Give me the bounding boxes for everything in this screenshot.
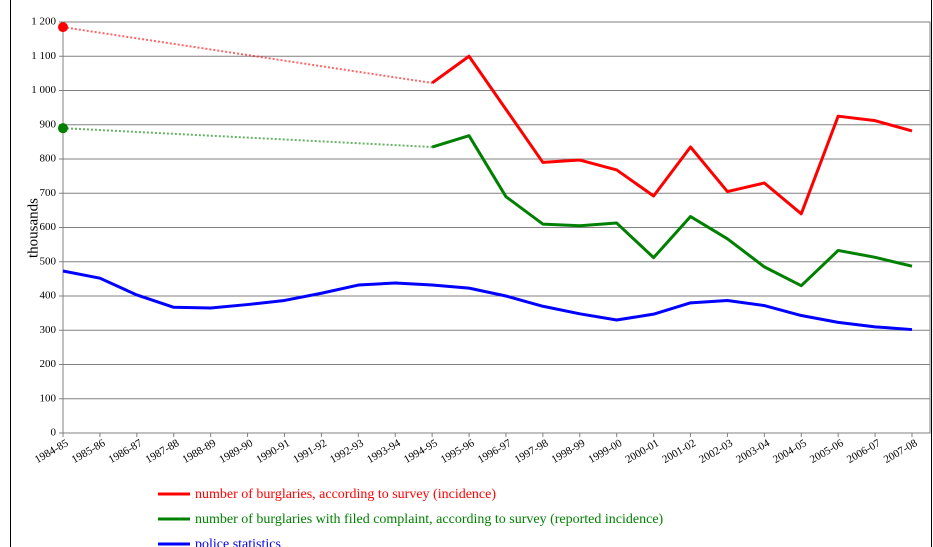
x-tick-label: 2000-01 [623, 437, 661, 466]
legend-text: number of burglaries with filed complain… [195, 512, 664, 527]
x-tick-label: 1997-98 [513, 437, 551, 466]
x-tick-label: 2003-04 [734, 437, 772, 466]
x-tick-label: 1991-92 [291, 437, 329, 466]
x-tick-label: 1984-85 [33, 437, 71, 466]
y-tick-label: 1 200 [31, 16, 56, 28]
x-tick-label: 1993-94 [365, 437, 403, 466]
chart-frame [10, 0, 932, 547]
x-tick-label: 1988-89 [180, 437, 218, 466]
series-line [62, 269, 913, 332]
line-point [58, 123, 68, 134]
x-tick-label: 2007-08 [882, 437, 920, 466]
x-tick-label: 2002-03 [697, 437, 735, 466]
y-axis-title: thousands [25, 198, 41, 258]
x-tick-label: 1990-91 [254, 437, 292, 466]
legend-text: police statistics [195, 537, 281, 547]
legend-text: number of burglaries, according to surve… [195, 487, 496, 502]
x-tick-label: 1986-87 [107, 437, 145, 466]
y-tick-label: 1 100 [31, 50, 56, 62]
x-tick-label: 1987-88 [143, 437, 181, 466]
y-tick-label: 0 [51, 427, 57, 439]
x-tick-label: 1992-93 [328, 437, 366, 466]
y-tick-label: 900 [40, 118, 57, 130]
x-tick-label: 1994-95 [402, 437, 440, 466]
series-line [431, 134, 913, 288]
x-tick-label: 2004-05 [771, 437, 809, 466]
x-tick-label: 1985-86 [70, 437, 108, 466]
y-tick-label: 1 000 [31, 84, 56, 96]
gap-connector [62, 26, 433, 84]
y-tick-label: 200 [40, 358, 57, 370]
series-line [431, 54, 913, 216]
gap-connector [62, 127, 433, 149]
y-tick-label: 100 [40, 392, 57, 404]
x-tick-label: 1995-96 [439, 437, 477, 466]
y-tick-label: 600 [40, 221, 57, 233]
x-tick-label: 1999-00 [586, 437, 624, 466]
y-tick-label: 500 [40, 255, 57, 267]
x-tick-label: 1996-97 [476, 437, 514, 466]
line-point [58, 22, 68, 33]
x-tick-label: 2006-07 [845, 437, 883, 466]
y-tick-label: 300 [40, 324, 57, 336]
y-tick-label: 700 [40, 187, 57, 199]
x-tick-label: 2005-06 [808, 437, 846, 466]
y-tick-label: 400 [40, 290, 57, 302]
x-tick-label: 1989-90 [217, 437, 255, 466]
x-tick-label: 2001-02 [660, 437, 698, 466]
y-tick-label: 800 [40, 153, 57, 165]
x-tick-label: 1998-99 [550, 437, 588, 466]
